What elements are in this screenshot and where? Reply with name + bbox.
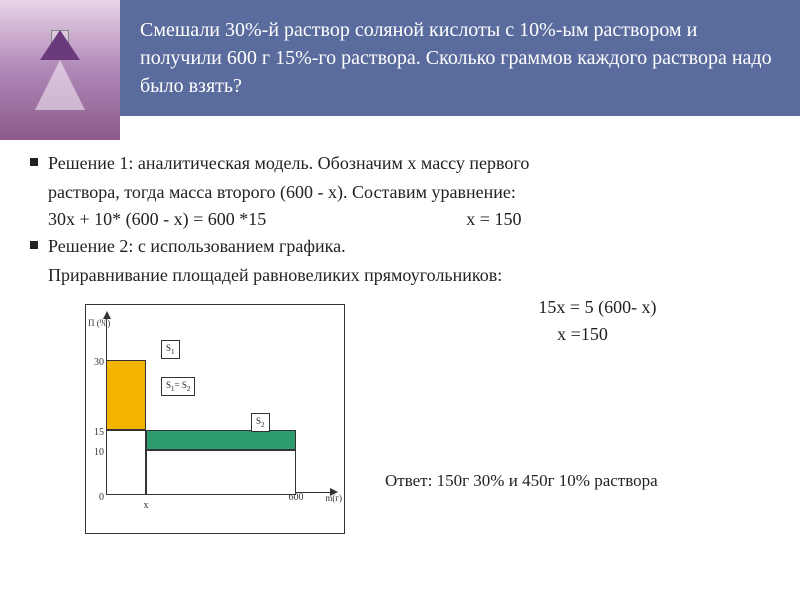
solution2-eq2: х =150 [395,321,770,348]
problem-title: Смешали 30%-й раствор соляной кислоты с … [120,0,800,116]
header: Смешали 30%-й раствор соляной кислоты с … [0,0,800,140]
solution1-result: х = 150 [466,206,521,233]
content-area: Решение 1: аналитическая модель. Обознач… [0,140,800,564]
solution2-sub: Приравнивание площадей равновеликих прям… [30,262,770,289]
ytick-0: 0 [88,490,104,505]
answer-text: Ответ: 150г 30% и 450г 10% раствора [385,468,770,494]
solution2-heading: Решение 2: с использованием графика. [48,233,770,260]
ytick-30: 30 [88,355,104,370]
xtick-x: х [136,498,156,513]
solution2-eq1: 15х = 5 (600- х) [425,294,770,321]
chart: П (%) m(г) 30 15 10 0 х 600 S1 S1= S2 [45,294,355,554]
bullet-icon [30,241,38,249]
label-s1: S1 [161,340,180,359]
flask-image [0,0,120,140]
ytick-10: 10 [88,445,104,460]
solution1-equation: 30х + 10* (600 - х) = 600 *15 [48,206,266,233]
rect-s2-green [146,430,296,450]
rect-right-bottom [146,450,296,495]
solution1-line2: раствора, тогда масса второго (600 - х).… [30,179,770,206]
bullet-icon [30,158,38,166]
label-s2: S2 [251,413,270,432]
ytick-15: 15 [88,425,104,440]
rect-s1-yellow [106,360,146,430]
solution1-line1: Решение 1: аналитическая модель. Обознач… [48,150,770,177]
label-s1-eq-s2: S1= S2 [161,377,195,396]
y-axis-label: П (%) [88,317,110,331]
x-axis-label: m(г) [325,492,342,506]
rect-left-bottom [106,430,146,495]
chart-frame: П (%) m(г) 30 15 10 0 х 600 S1 S1= S2 [85,304,345,534]
